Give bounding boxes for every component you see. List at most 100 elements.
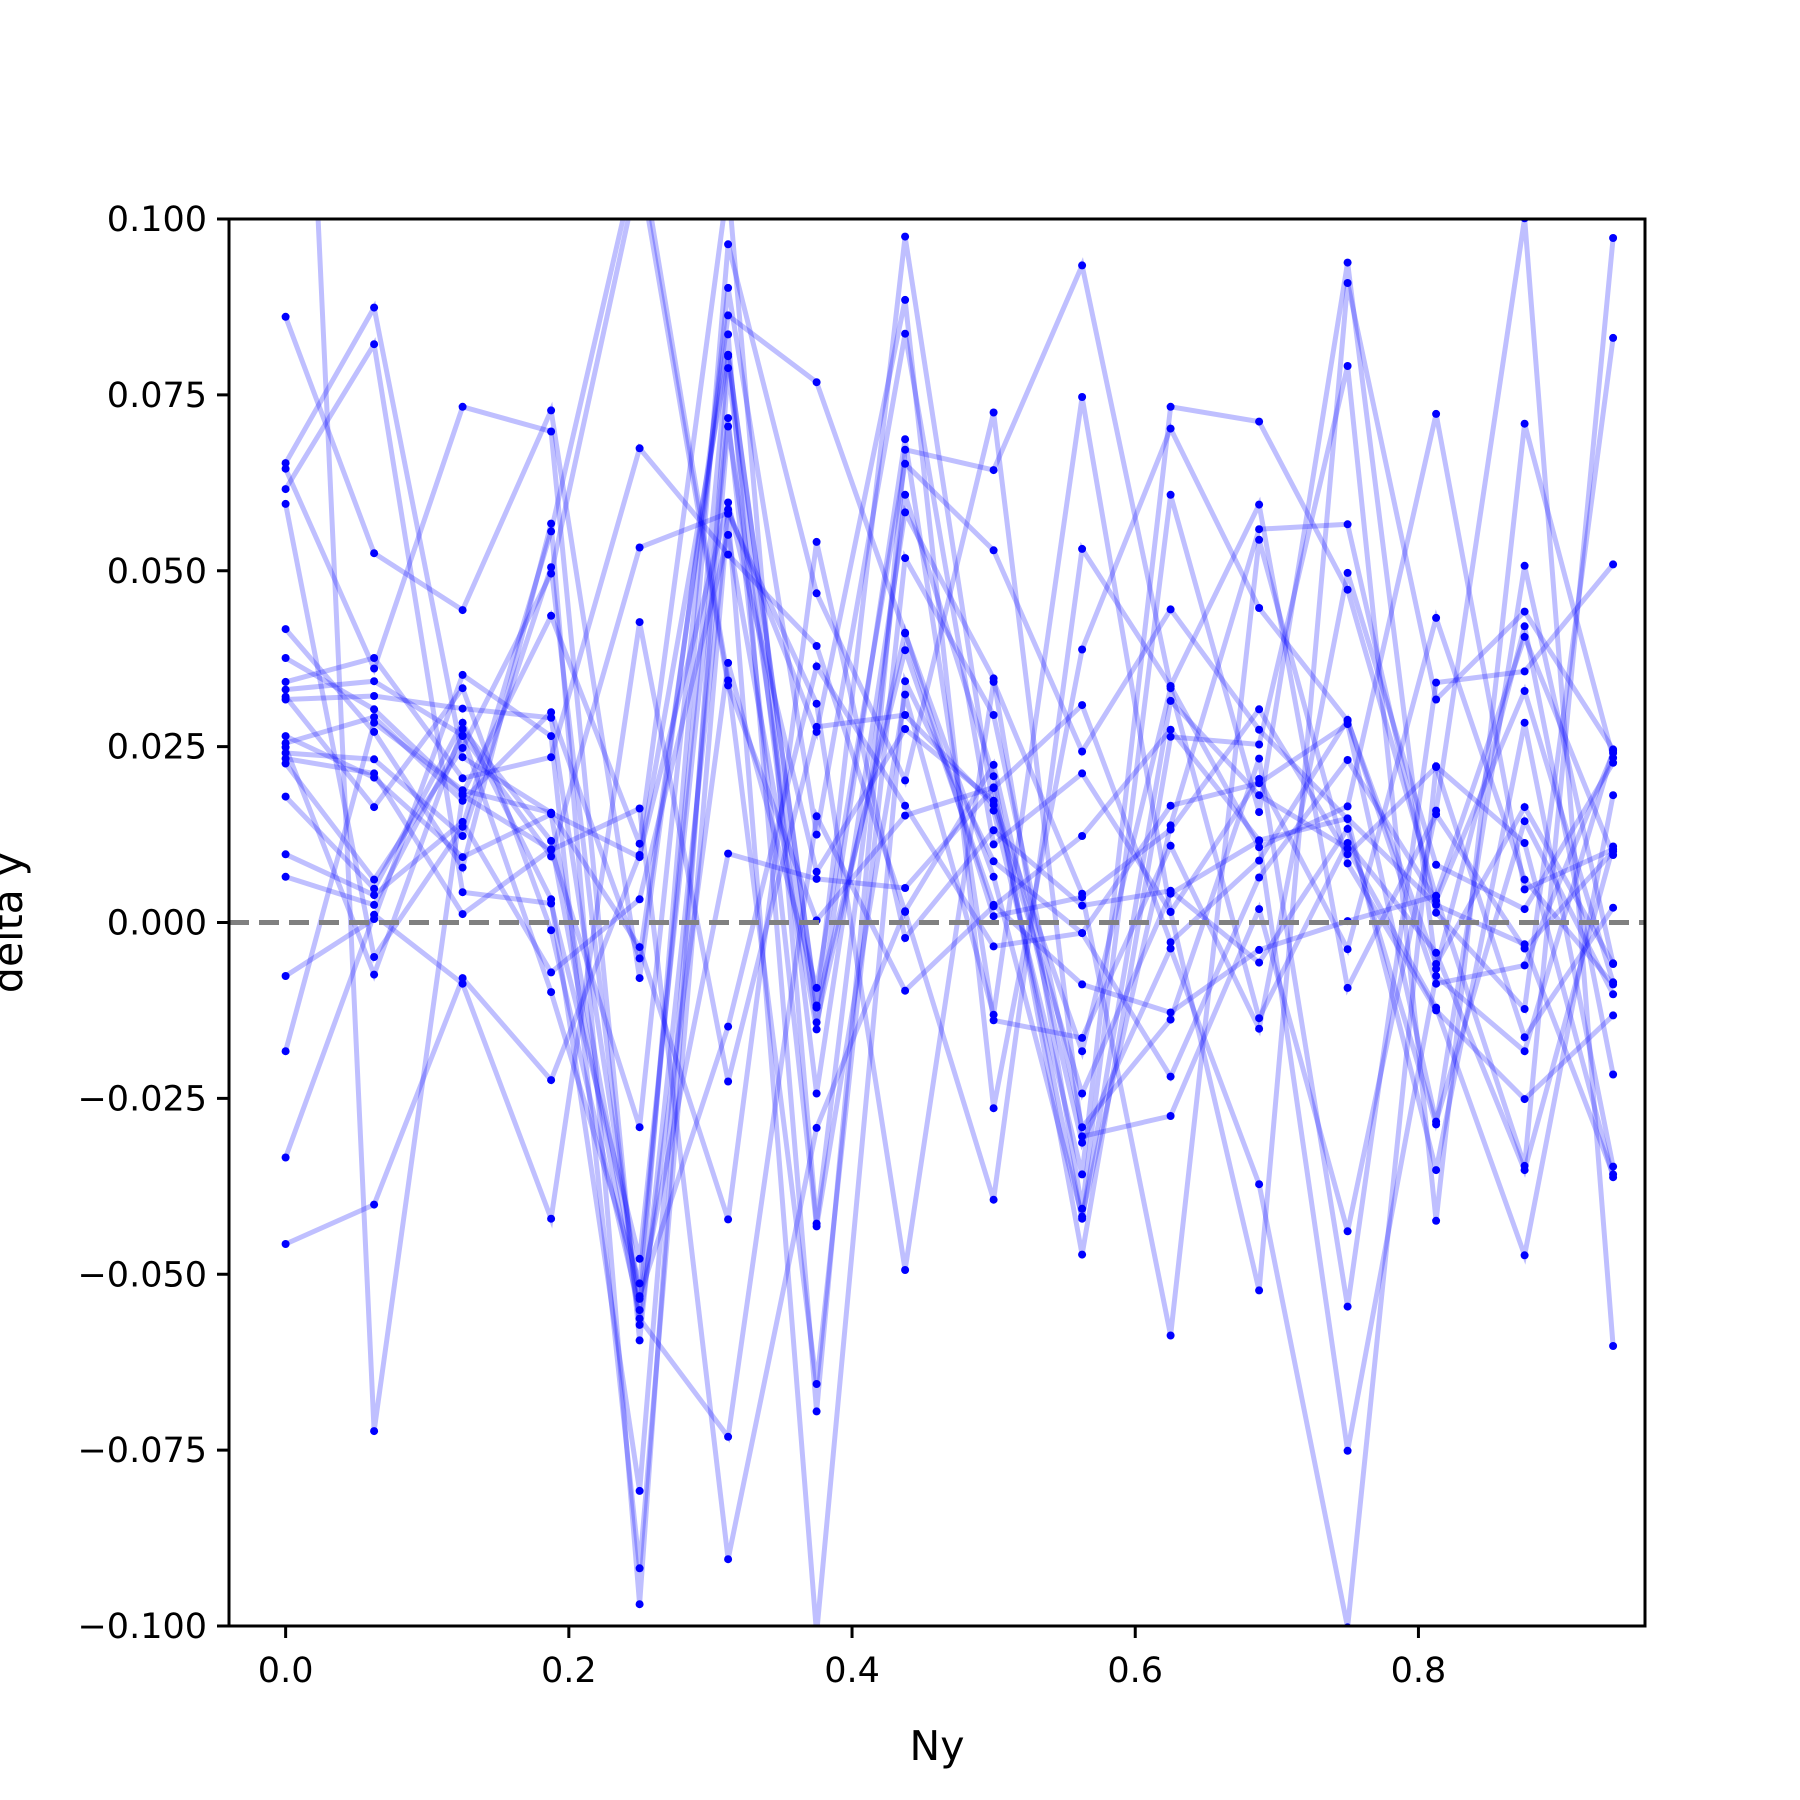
data-point <box>1255 525 1264 534</box>
data-point <box>458 744 467 752</box>
series-line-16 <box>284 354 1616 1285</box>
data-point <box>635 1336 644 1345</box>
data-point <box>458 853 467 862</box>
data-point <box>812 1219 821 1228</box>
data-point <box>1609 1162 1618 1171</box>
series-line-5 <box>283 262 1616 1605</box>
data-point <box>1343 1446 1352 1455</box>
data-point <box>635 1306 644 1315</box>
data-point <box>1520 803 1529 812</box>
data-point <box>812 722 821 731</box>
data-point <box>989 872 998 881</box>
data-point <box>1255 856 1264 865</box>
data-point <box>989 784 998 793</box>
series-line-10 <box>284 257 1615 1412</box>
data-point <box>1255 740 1264 749</box>
series-line-8 <box>285 509 1615 1336</box>
data-point <box>370 692 379 700</box>
data-point <box>1609 990 1618 999</box>
data-point <box>547 836 556 845</box>
data-point <box>636 163 644 171</box>
data-point <box>370 773 379 782</box>
data-point <box>1078 747 1087 756</box>
data-point <box>635 943 644 952</box>
series-line-0 <box>283 310 1616 1218</box>
data-point <box>812 1123 821 1132</box>
y-tick-label: 0.075 <box>107 376 207 416</box>
data-point <box>547 895 556 904</box>
data-point <box>1432 1003 1441 1012</box>
data-point <box>989 466 998 475</box>
data-point <box>1609 842 1618 851</box>
data-point <box>989 760 998 769</box>
data-point <box>812 1025 821 1034</box>
data-point <box>281 654 290 662</box>
data-point <box>1520 667 1529 676</box>
data-point <box>1166 402 1175 411</box>
data-point <box>989 711 998 719</box>
data-point <box>1166 732 1175 741</box>
x-tick-label: 0.2 <box>541 1651 597 1691</box>
data-point <box>989 408 998 417</box>
data-point <box>1432 948 1441 957</box>
data-point <box>1520 817 1529 826</box>
data-point <box>1343 802 1352 811</box>
data-point <box>1520 561 1529 570</box>
data-point <box>281 972 290 980</box>
data-point <box>1255 958 1264 967</box>
data-point <box>1255 843 1264 852</box>
x-tick-label: 0.6 <box>1107 1651 1163 1691</box>
data-point <box>812 378 821 387</box>
data-point <box>901 677 910 686</box>
data-point <box>1166 907 1175 916</box>
data-point <box>458 817 467 826</box>
data-point <box>1343 839 1352 847</box>
data-point <box>901 1266 910 1274</box>
data-point <box>724 1077 733 1086</box>
y-tick-label: 0.025 <box>107 728 207 768</box>
data-point <box>635 1600 644 1609</box>
data-point <box>635 974 644 983</box>
data-point <box>547 406 556 415</box>
data-point <box>370 1427 379 1436</box>
data-point <box>989 1195 998 1204</box>
data-point <box>1078 1123 1087 1132</box>
data-point <box>901 435 910 444</box>
data-point <box>1432 810 1441 819</box>
data-point <box>1343 520 1352 529</box>
data-point <box>281 677 290 686</box>
data-point <box>1343 756 1352 764</box>
data-point <box>281 1047 290 1056</box>
data-point <box>1166 1112 1175 1120</box>
data-point <box>812 642 821 650</box>
data-point <box>812 589 821 598</box>
data-point <box>547 1076 556 1085</box>
data-point <box>1078 1204 1087 1213</box>
data-point <box>989 806 998 815</box>
data-point <box>1343 814 1352 823</box>
data-point <box>458 725 467 733</box>
data-point <box>1520 885 1529 894</box>
data-point <box>1255 500 1264 509</box>
data-point <box>1609 1011 1618 1020</box>
data-point <box>1255 535 1264 544</box>
data-point <box>1432 762 1441 771</box>
data-point <box>547 563 556 572</box>
data-point <box>812 867 821 876</box>
series-line-11 <box>285 458 1616 1326</box>
data-point <box>1078 901 1087 910</box>
data-point <box>1166 490 1175 499</box>
data-point <box>635 804 644 813</box>
data-point <box>812 983 821 992</box>
data-point <box>901 295 910 304</box>
series-line-2 <box>283 282 1616 1291</box>
data-point <box>724 509 733 518</box>
data-point <box>724 414 733 423</box>
data-point <box>635 1294 644 1303</box>
series-line-12 <box>285 287 1616 1128</box>
series-line-20 <box>284 501 1616 1247</box>
data-point <box>1078 701 1087 710</box>
data-point <box>812 1380 821 1388</box>
data-point <box>1255 905 1264 914</box>
data-point <box>901 646 910 655</box>
